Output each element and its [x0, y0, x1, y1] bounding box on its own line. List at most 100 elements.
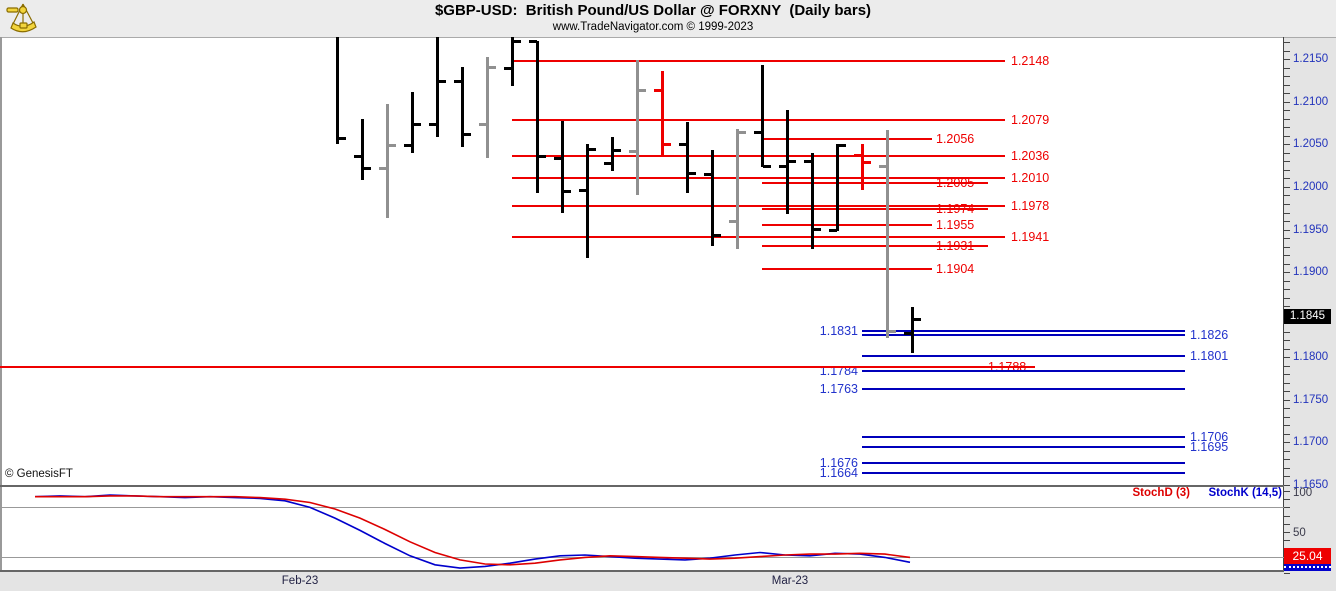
ohlc-bar	[736, 129, 739, 250]
price-axis-tick	[1284, 408, 1290, 409]
price-axis-tick	[1284, 153, 1290, 154]
price-axis-tick	[1284, 238, 1290, 239]
resistance-label: 1.2079	[1011, 112, 1050, 127]
resistance-line	[762, 244, 988, 247]
resistance-label: 1.1955	[936, 218, 975, 233]
close-tick	[863, 161, 871, 165]
support-line	[862, 387, 1185, 390]
price-axis-tick	[1284, 289, 1290, 290]
open-tick	[829, 229, 837, 233]
open-tick	[529, 39, 537, 43]
stoch-axis-tick	[1284, 573, 1290, 574]
close-tick	[338, 137, 346, 141]
open-tick	[479, 122, 487, 126]
ohlc-bar	[336, 37, 339, 145]
price-axis-tick	[1284, 59, 1290, 60]
close-tick	[713, 233, 721, 237]
open-tick	[604, 162, 612, 166]
price-axis-tick	[1284, 119, 1290, 120]
chart-title: $GBP-USD: British Pound/US Dollar @ FORX…	[434, 2, 872, 19]
price-axis-tick	[1284, 374, 1290, 375]
price-axis-tick	[1284, 442, 1290, 443]
resistance-line	[762, 267, 932, 270]
close-tick	[688, 172, 696, 176]
ohlc-bar	[786, 109, 789, 215]
chart-left-border	[0, 37, 2, 571]
ohlc-bar	[761, 65, 764, 167]
stochd-label: StochD (3)	[1132, 487, 1191, 499]
xaxis-label-feb: Feb-23	[281, 575, 319, 587]
support-label: 1.1763	[819, 381, 858, 396]
price-axis-tick	[1284, 85, 1290, 86]
close-tick	[913, 317, 921, 321]
price-axis-tick	[1284, 161, 1290, 162]
stoch-scale-100: 100	[1293, 487, 1313, 499]
price-axis-tick	[1284, 451, 1290, 452]
price-axis-tick	[1284, 340, 1290, 341]
support-line	[862, 329, 1185, 332]
price-axis-tick	[1284, 434, 1290, 435]
price-axis-tick	[1284, 485, 1290, 486]
price-axis-label: 1.1650	[1293, 478, 1329, 491]
close-tick	[388, 144, 396, 148]
support-label: 1.1706	[1190, 430, 1229, 445]
support-label: 1.1676	[819, 455, 858, 470]
price-axis-tick	[1284, 476, 1290, 477]
chart-header	[0, 0, 1336, 37]
close-tick	[363, 167, 371, 171]
price-axis-tick	[1284, 144, 1290, 145]
open-tick	[804, 159, 812, 163]
ohlc-bar	[586, 143, 589, 258]
price-axis-label: 1.1750	[1293, 393, 1329, 406]
major-support-line	[0, 366, 1035, 369]
close-tick	[463, 133, 471, 137]
price-axis-label: 1.1900	[1293, 266, 1329, 279]
support-line	[862, 445, 1185, 448]
price-axis-tick	[1284, 400, 1290, 401]
support-label: 1.1826	[1190, 328, 1229, 343]
open-tick	[754, 130, 762, 134]
resistance-label: 1.2056	[936, 132, 975, 147]
close-tick	[813, 227, 821, 231]
close-tick	[513, 39, 521, 43]
close-tick	[763, 164, 771, 168]
ohlc-bar	[361, 118, 364, 181]
support-line	[862, 461, 1185, 464]
close-tick	[613, 149, 621, 153]
close-tick	[738, 130, 746, 134]
price-axis-tick	[1284, 357, 1290, 358]
support-label: 1.1695	[1190, 439, 1229, 454]
open-tick	[654, 88, 662, 92]
ohlc-bar	[561, 121, 564, 213]
price-axis-tick	[1284, 459, 1290, 460]
price-axis-label: 1.2000	[1293, 180, 1329, 193]
stoch-axis-tick	[1284, 532, 1290, 533]
ohlc-bar	[811, 152, 814, 250]
support-label: 1.1831	[819, 323, 858, 338]
resistance-label: 1.1941	[1011, 230, 1050, 245]
price-axis-tick	[1284, 136, 1290, 137]
ohlc-bar	[886, 129, 889, 338]
support-line	[862, 334, 1185, 337]
price-axis-tick	[1284, 195, 1290, 196]
stochd-curve	[35, 495, 911, 566]
ohlc-bar	[386, 104, 389, 218]
ohlc-bar	[436, 37, 439, 137]
stoch-gridline	[2, 507, 1284, 509]
resistance-label: 1.2148	[1011, 54, 1050, 68]
genesisft-watermark: © GenesisFT	[5, 468, 73, 480]
open-tick	[554, 157, 562, 161]
ohlc-bar	[861, 143, 864, 191]
close-tick	[413, 122, 421, 126]
support-line	[862, 369, 1185, 372]
open-tick	[704, 173, 712, 177]
resistance-line	[512, 60, 1005, 62]
price-axis-tick	[1284, 391, 1290, 392]
resistance-line	[512, 118, 1005, 121]
price-axis-label: 1.1800	[1293, 351, 1329, 364]
price-axis-tick	[1284, 93, 1290, 94]
price-axis-tick	[1284, 425, 1290, 426]
resistance-line	[512, 236, 1005, 239]
